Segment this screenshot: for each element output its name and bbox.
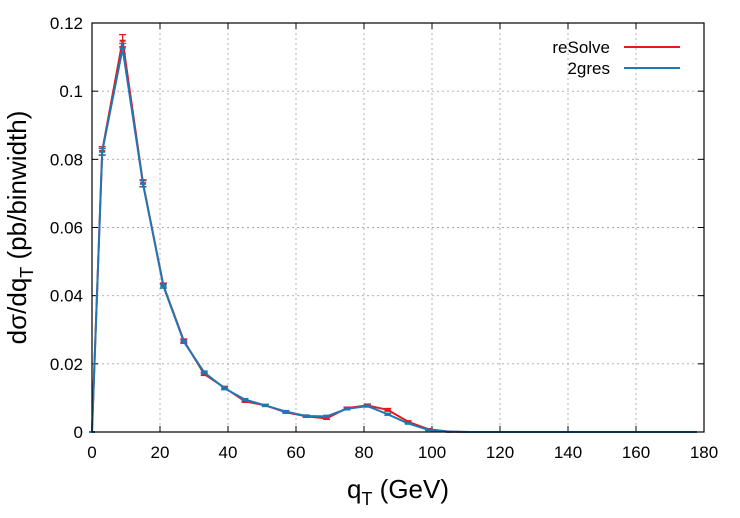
grid bbox=[92, 23, 704, 432]
legend-label-resolve: reSolve bbox=[552, 38, 610, 57]
x-axis-title: qT (GeV) bbox=[347, 474, 449, 509]
x-tick-label: 100 bbox=[418, 443, 446, 462]
y-tick-label: 0.12 bbox=[50, 14, 83, 33]
y-tick-label: 0 bbox=[74, 423, 83, 442]
x-tick-label: 60 bbox=[287, 443, 306, 462]
x-tick-label: 20 bbox=[151, 443, 170, 462]
y-tick-label: 0.08 bbox=[50, 150, 83, 169]
y-axis-title: dσ/dqT (pb/binwidth) bbox=[2, 111, 37, 345]
x-tick-label: 120 bbox=[486, 443, 514, 462]
y-tick-label: 0.06 bbox=[50, 219, 83, 238]
x-tick-label: 80 bbox=[355, 443, 374, 462]
y-tick-label: 0.04 bbox=[50, 287, 83, 306]
x-tick-label: 160 bbox=[622, 443, 650, 462]
x-tick-label: 180 bbox=[690, 443, 718, 462]
plot-frame bbox=[91, 22, 705, 433]
x-tick-label: 140 bbox=[554, 443, 582, 462]
legend-label-2gres: 2gres bbox=[567, 59, 610, 78]
series-line bbox=[91, 47, 694, 433]
x-tick-label: 0 bbox=[87, 443, 96, 462]
y-tick-label: 0.1 bbox=[59, 82, 83, 101]
x-tick-label: 40 bbox=[219, 443, 238, 462]
series-line bbox=[91, 39, 694, 433]
series-2gres bbox=[89, 42, 697, 433]
legend: reSolve 2gres bbox=[552, 38, 680, 78]
y-tick-label: 0.02 bbox=[50, 355, 83, 374]
axis-ticks: 0 20 40 60 80 100 120 140 160 180 0 0.02 0.04 0.06 0.0… bbox=[50, 14, 718, 462]
series-layer bbox=[89, 33, 697, 433]
series-resolve bbox=[89, 33, 697, 433]
